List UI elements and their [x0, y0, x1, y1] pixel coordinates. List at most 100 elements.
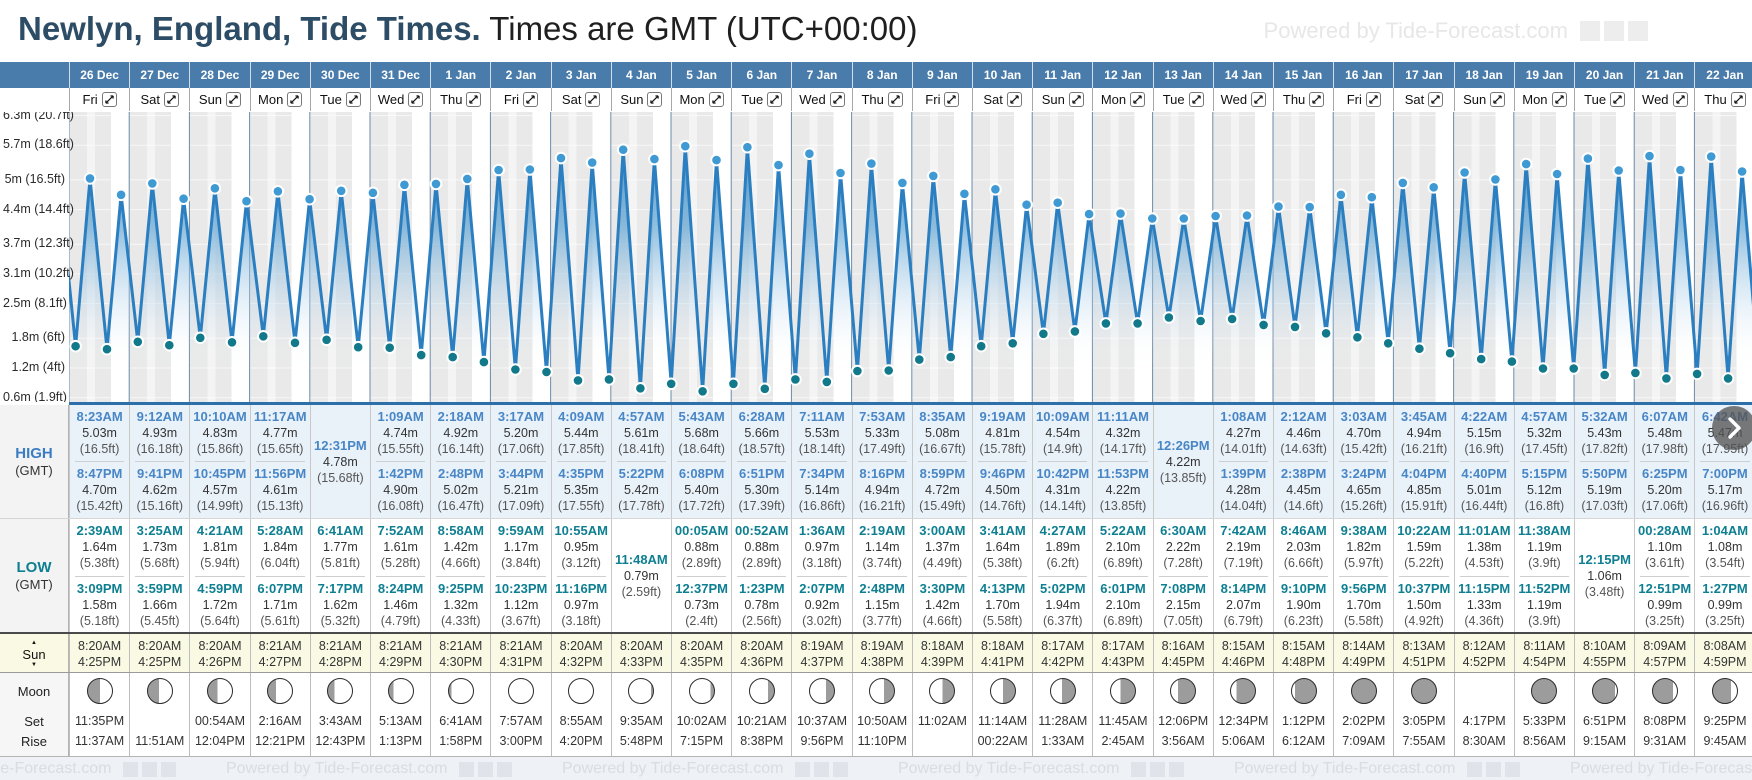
tide-height-m: 1.19m — [1527, 597, 1562, 612]
tide-height-ft: (16.86ft) — [798, 499, 846, 513]
low-tide-point — [1567, 362, 1580, 375]
moon-cell: 12:34PM 5:06AM — [1212, 673, 1273, 757]
tide-height-ft: (4.79ft) — [380, 613, 421, 628]
expand-arrows-icon — [1191, 95, 1201, 104]
tide-height-ft: (17.39ft) — [738, 499, 786, 513]
expand-day-button[interactable] — [767, 92, 783, 107]
expand-day-button[interactable] — [226, 92, 242, 107]
tide-time: 3:09PM — [76, 580, 123, 596]
expand-day-button[interactable] — [1730, 92, 1746, 107]
sunset-time: 4:41PM — [981, 654, 1025, 669]
tide-entry: 10:42PM 4.31m (14.14ft) — [1033, 462, 1092, 518]
day-name: Wed — [377, 92, 405, 107]
expand-day-button[interactable] — [1610, 92, 1626, 107]
expand-day-button[interactable] — [164, 92, 180, 107]
expand-day-button[interactable] — [944, 92, 960, 107]
date-header: 22 Jan — [1694, 62, 1752, 88]
powered-by-watermark: Powered by Tide-Forecast.com — [1234, 760, 1521, 778]
tide-entry: 3:03AM 4.70m (15.42ft) — [1334, 405, 1393, 461]
low-tide-cell: 2:39AM 1.64m (5.38ft) 3:09PM 1.58m (5.18ft) — [69, 519, 129, 633]
tide-height-ft: (15.26ft) — [1340, 499, 1388, 513]
expand-day-button[interactable] — [408, 92, 424, 107]
low-tide-cell: 6:30AM 2.22m (7.28ft) 7:08PM 2.15m (7.05ft) — [1152, 519, 1213, 633]
tide-height-ft: (2.89ft) — [681, 556, 722, 571]
low-tide-point — [1006, 337, 1020, 350]
expand-day-button[interactable] — [829, 92, 845, 107]
tide-height-ft: (14.04ft) — [1220, 499, 1267, 513]
tide-height-m: 1.66m — [142, 597, 178, 612]
expand-arrows-icon — [1675, 95, 1685, 104]
low-tide-cell: 4:27AM 1.89m (6.2ft) 5:02PM 1.94m (6.37ft) — [1032, 519, 1092, 633]
low-tide-point — [913, 353, 926, 366]
high-tide-cell: 5:32AM 5.43m (17.82ft) 5:50PM 5.19m (17.03ft) — [1574, 405, 1635, 518]
moonrise-time: 3:00PM — [499, 734, 543, 748]
moonrise-time: 5:48PM — [619, 734, 663, 748]
tide-entry: 5:22PM 5.42m (17.78ft) — [612, 462, 671, 518]
tide-entry: 9:10PM 1.90m (6.23ft) — [1274, 577, 1333, 634]
tide-entry: 11:52PM 1.19m (3.9ft) — [1515, 577, 1574, 634]
low-tide-point — [1474, 352, 1488, 366]
expand-day-button[interactable] — [1365, 92, 1381, 107]
expand-day-button[interactable] — [1428, 92, 1444, 107]
expand-day-button[interactable] — [1130, 92, 1146, 107]
expand-day-button[interactable] — [345, 92, 361, 107]
expand-day-button[interactable] — [1672, 92, 1688, 107]
y-axis-label: 1.8m (6ft) — [11, 330, 66, 345]
moonset-time: 11:28AM — [1038, 714, 1088, 728]
tide-time: 8:14PM — [1220, 580, 1267, 596]
tide-time: 7:17PM — [317, 580, 364, 596]
tide-height-ft: (4.49ft) — [922, 556, 963, 571]
tide-entry: 6:25PM 5.20m (17.06ft) — [1635, 462, 1694, 518]
moon-phase-icon — [1170, 678, 1197, 704]
tide-entry: 7:53AM 5.33m (17.49ft) — [853, 405, 912, 461]
expand-day-button[interactable] — [585, 92, 601, 107]
expand-day-button[interactable] — [647, 92, 663, 107]
tide-entry: 7:34PM 5.14m (16.86ft) — [792, 462, 851, 518]
tide-time: 5:22AM — [1099, 523, 1147, 539]
tide-entry: 9:41PM 4.62m (15.16ft) — [130, 462, 189, 518]
expand-day-button[interactable] — [1490, 92, 1506, 107]
day-name-cell: Tue — [309, 88, 370, 111]
tide-height-ft: (16.5ft) — [79, 442, 120, 456]
expand-day-button[interactable] — [466, 92, 482, 107]
tide-entry: 11:01AM 1.38m (4.53ft) — [1455, 519, 1514, 576]
sunset-time: 4:39PM — [920, 654, 964, 669]
tide-height-ft: (14.63ft) — [1280, 442, 1327, 456]
high-tide-point — [271, 185, 285, 198]
expand-arrows-icon — [947, 95, 957, 104]
expand-day-button[interactable] — [1309, 92, 1325, 107]
expand-day-button[interactable] — [708, 92, 724, 107]
date-header: 11 Jan — [1032, 62, 1092, 88]
expand-day-button[interactable] — [1251, 92, 1267, 107]
y-axis-label: 4.4m (14.4ft) — [3, 201, 74, 216]
date-header: 13 Jan — [1152, 62, 1213, 88]
expand-day-button[interactable] — [1551, 92, 1567, 107]
low-tide-point — [727, 377, 740, 391]
tide-entry: 10:09AM 4.54m (14.9ft) — [1033, 405, 1092, 461]
day-name-cell: Thu — [851, 88, 912, 111]
tide-entry: 8:35AM 5.08m (16.67ft) — [913, 405, 972, 461]
expand-day-button[interactable] — [1188, 92, 1204, 107]
tide-time: 1:27PM — [1702, 580, 1748, 596]
tide-time: 12:26PM — [1156, 437, 1210, 453]
sun-times-cell: 8:12AM 4:52PM — [1453, 634, 1514, 674]
tide-entry-divider — [135, 461, 185, 462]
expand-day-button[interactable] — [523, 92, 539, 107]
day-name-cell: Mon — [671, 88, 732, 111]
tide-time: 3:03AM — [1340, 409, 1387, 424]
sunrise-time: 8:13AM — [1402, 638, 1446, 653]
high-tide-point — [772, 158, 785, 172]
date-header-row: 26 Dec 27 Dec 28 Dec 29 Dec 30 Dec 31 Dec 1 Ja… — [0, 62, 1752, 88]
expand-day-button[interactable] — [287, 92, 303, 107]
sunrise-time: 8:14AM — [1342, 638, 1386, 653]
next-page-button[interactable] — [1712, 406, 1752, 450]
tide-time: 00:28AM — [1638, 523, 1692, 539]
tide-entry: 5:22AM 2.10m (6.89ft) — [1093, 519, 1152, 576]
expand-day-button[interactable] — [1068, 92, 1084, 107]
tide-entry: 12:15PM 1.06m (3.48ft) — [1575, 519, 1634, 633]
expand-day-button[interactable] — [101, 92, 117, 107]
sunrise-time: 8:20AM — [78, 638, 122, 653]
expand-day-button[interactable] — [887, 92, 903, 107]
expand-day-button[interactable] — [1006, 92, 1022, 107]
date-header: 26 Dec — [69, 62, 129, 88]
